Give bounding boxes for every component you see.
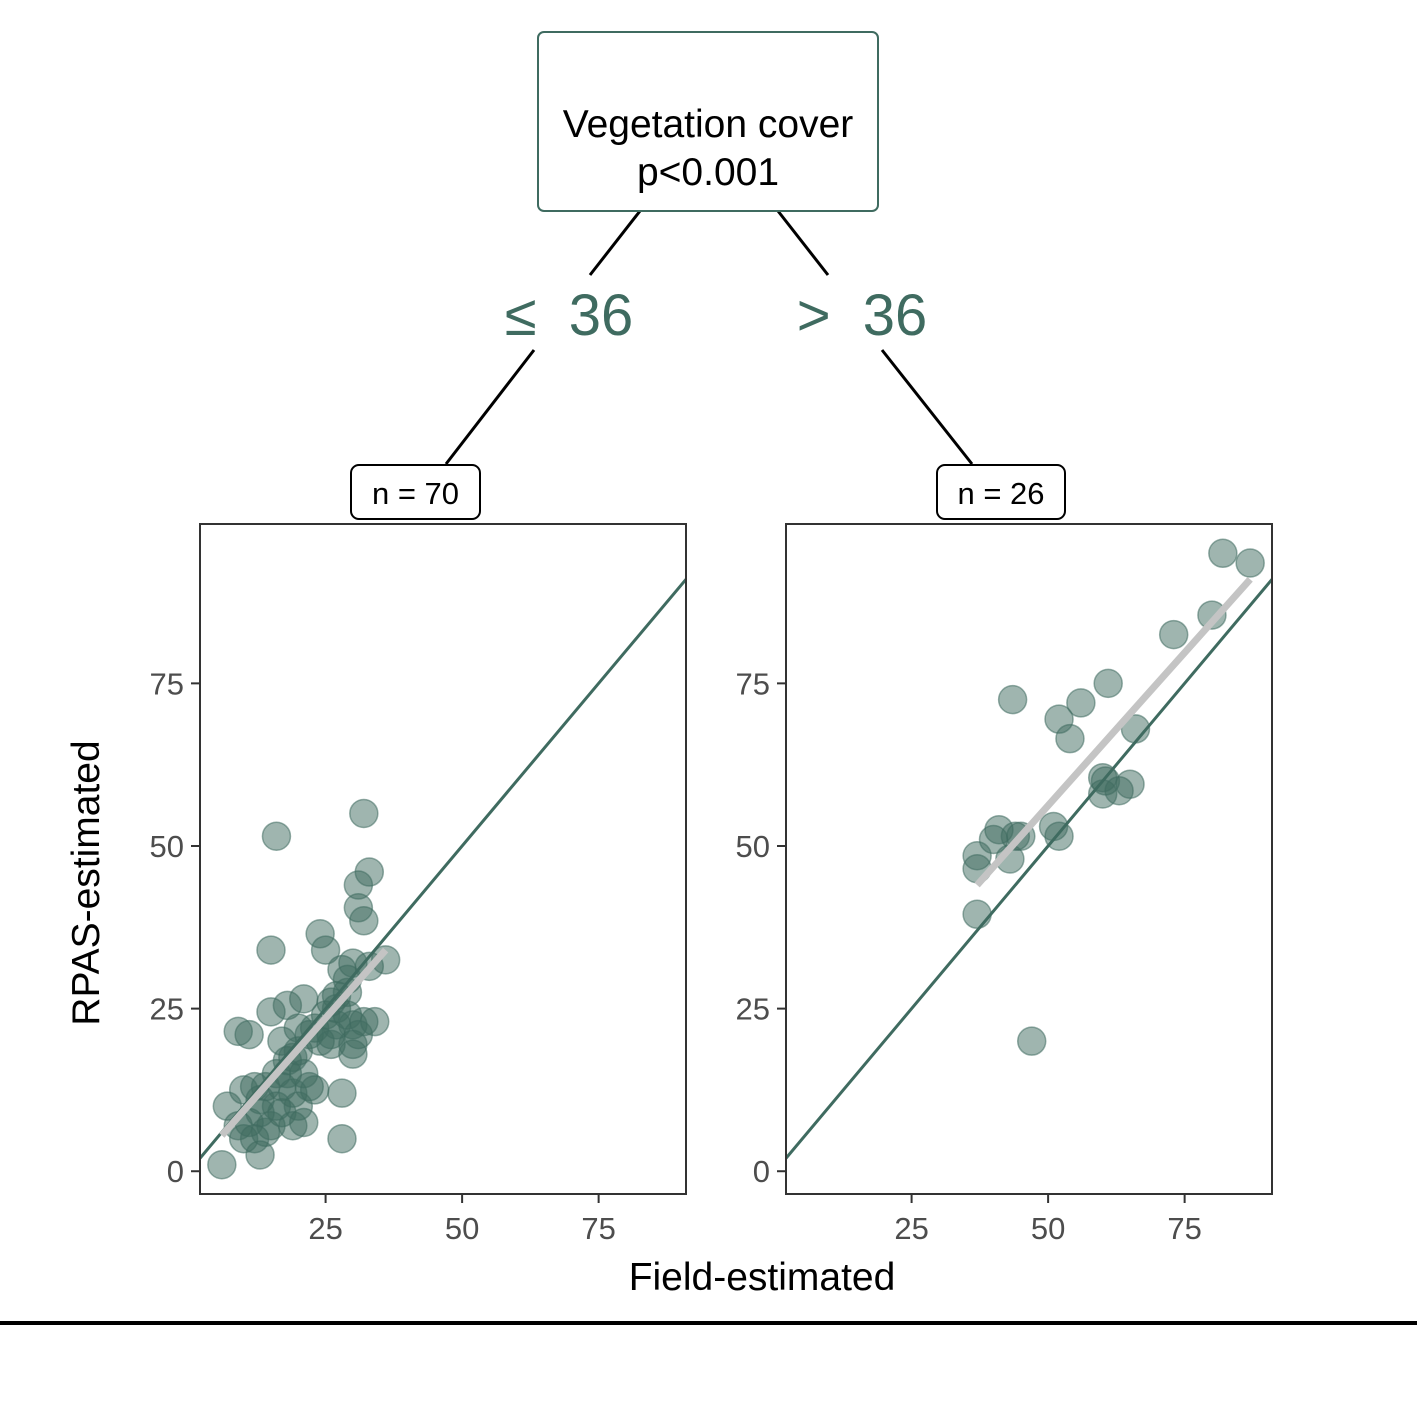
left-n-box xyxy=(350,464,481,520)
x-tick-label: 25 xyxy=(308,1211,342,1246)
scatter-point xyxy=(997,684,1028,715)
edge-root-right-upper xyxy=(776,210,830,276)
scatter-point xyxy=(1093,668,1123,699)
scatter-point xyxy=(261,821,292,851)
scatter-point xyxy=(327,1078,357,1108)
x-tick-label: 75 xyxy=(581,1211,615,1246)
scatter-point xyxy=(962,899,992,930)
scatter-point xyxy=(1066,688,1096,718)
right-n-badge: n = 26 xyxy=(936,464,1066,520)
scatter-point xyxy=(310,935,341,965)
x-axis-label: Field-estimated xyxy=(629,1256,896,1299)
y-axis-label: RPAS-estimated xyxy=(65,740,108,1025)
reference-line-1to1 xyxy=(786,578,1272,1160)
scatter-point xyxy=(1197,600,1227,630)
plot-area xyxy=(200,578,686,1180)
right-n-label: n = 26 xyxy=(957,476,1044,511)
scatter-point xyxy=(1235,548,1265,578)
scatter-point xyxy=(1120,714,1151,744)
plot-area xyxy=(786,538,1272,1160)
scatter-point xyxy=(1208,538,1238,569)
scatter-point xyxy=(256,935,286,965)
scatter-point xyxy=(327,1123,357,1154)
x-tick-label: 50 xyxy=(1031,1211,1065,1246)
scatter-point xyxy=(234,1019,264,1050)
scatter-point xyxy=(349,798,379,829)
right-split-label: > 36 xyxy=(797,283,928,348)
scatter-point xyxy=(1016,1026,1047,1056)
scatter-point xyxy=(1158,619,1189,650)
edge-root-right-lower xyxy=(880,349,974,465)
scatter-point xyxy=(267,1026,297,1056)
left-split-label: ≤ 36 xyxy=(505,283,634,348)
panel-frame xyxy=(785,523,1273,1195)
scatter-point xyxy=(239,1123,270,1154)
y-tick-label: 25 xyxy=(150,992,184,1027)
left-scatter-panel: 0 25 50 75 25 50 75 xyxy=(150,523,687,1246)
right-n-box xyxy=(936,464,1066,520)
scatter-point xyxy=(1055,723,1085,754)
scatter-point xyxy=(289,1107,319,1138)
y-tick-label: 50 xyxy=(736,829,770,864)
x-tick-label: 25 xyxy=(894,1211,928,1246)
root-node-pvalue: p<0.001 xyxy=(637,151,779,194)
scatter-point xyxy=(1115,769,1145,799)
root-node: Vegetation cover p<0.001 xyxy=(537,31,879,212)
left-n-badge: n = 70 xyxy=(350,464,481,520)
scatter-point xyxy=(338,1029,368,1060)
y-tick-label: 75 xyxy=(150,666,184,701)
scatter-point xyxy=(354,857,385,887)
scatter-point xyxy=(349,906,379,936)
scatter-point xyxy=(1044,821,1074,851)
y-tick-label: 0 xyxy=(753,1154,770,1189)
scatter-point xyxy=(359,1006,390,1037)
scatter-point xyxy=(207,1149,237,1180)
y-tick-label: 50 xyxy=(150,829,184,864)
y-tick-label: 75 xyxy=(736,666,770,701)
left-n-label: n = 70 xyxy=(372,476,459,511)
panel-frame xyxy=(199,523,687,1195)
root-node-label: Vegetation cover xyxy=(563,103,854,146)
fit-line xyxy=(974,576,1253,888)
edge-root-left-lower xyxy=(444,349,536,465)
fit-line xyxy=(219,947,389,1138)
scatter-point xyxy=(299,1075,330,1105)
y-tick-label: 25 xyxy=(736,992,770,1027)
root-node-box xyxy=(537,31,879,212)
x-tick-label: 50 xyxy=(445,1211,479,1246)
tree-edges xyxy=(444,210,974,465)
x-tick-label: 75 xyxy=(1167,1211,1201,1246)
y-tick-label: 0 xyxy=(167,1154,184,1189)
edge-root-left-upper xyxy=(588,210,642,276)
right-scatter-panel: 0 25 50 75 25 50 75 xyxy=(736,523,1273,1246)
